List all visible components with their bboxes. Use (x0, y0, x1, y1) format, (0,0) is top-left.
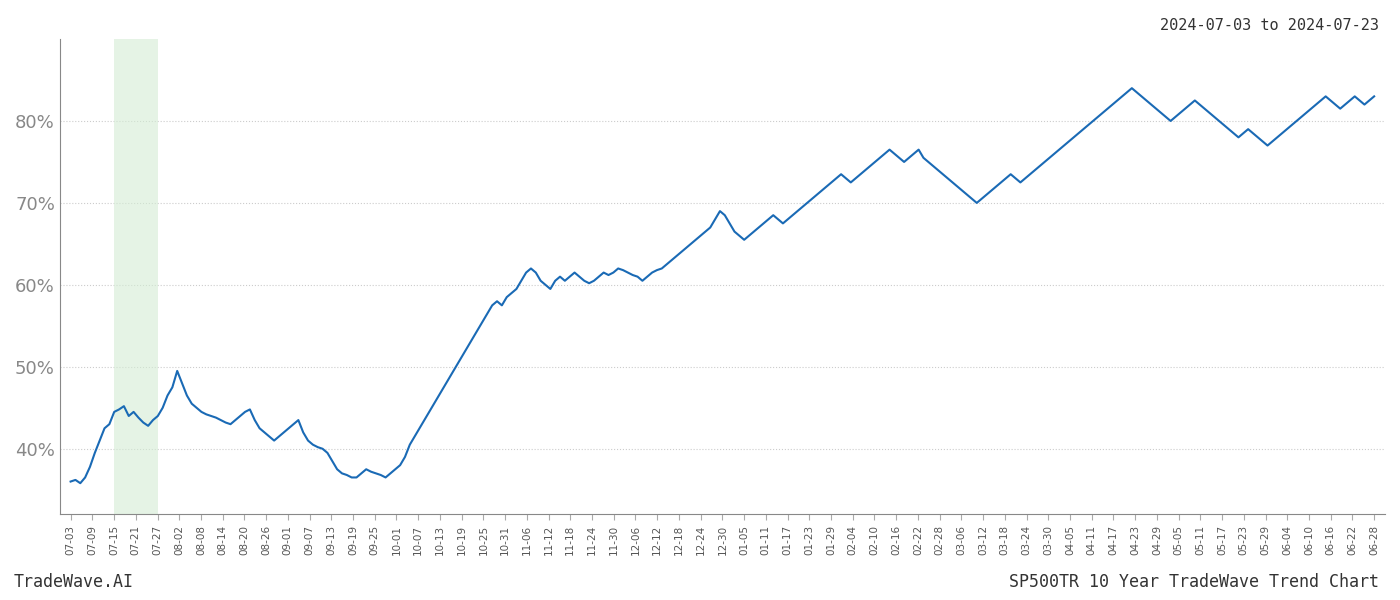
Text: SP500TR 10 Year TradeWave Trend Chart: SP500TR 10 Year TradeWave Trend Chart (1009, 573, 1379, 591)
Bar (113, 39, 158, 514)
Text: 2024-07-03 to 2024-07-23: 2024-07-03 to 2024-07-23 (1161, 18, 1379, 33)
Text: TradeWave.AI: TradeWave.AI (14, 573, 134, 591)
